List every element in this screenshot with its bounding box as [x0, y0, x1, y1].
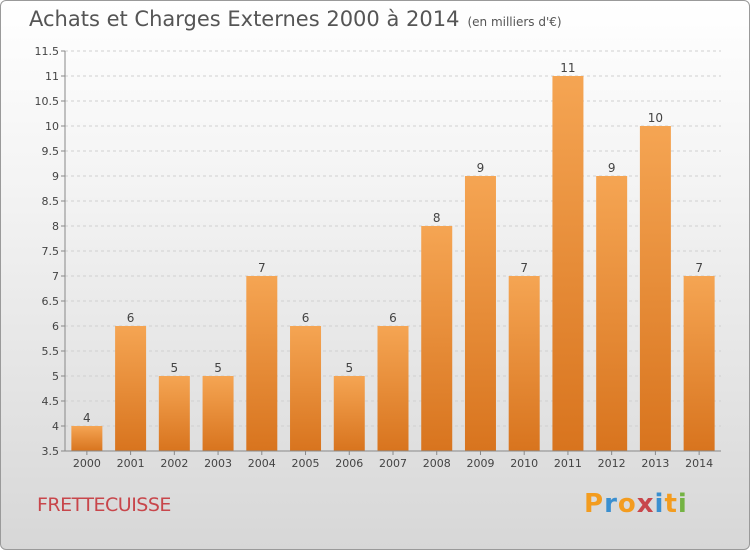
y-tick-label: 7: [52, 270, 59, 283]
bar: [246, 276, 278, 451]
brand-letter: x: [636, 489, 655, 519]
y-tick-label: 9: [52, 170, 59, 183]
data-label: 6: [302, 311, 310, 325]
y-tick-label: 9.5: [42, 145, 60, 158]
brand-letter: P: [584, 489, 605, 519]
data-label: 5: [171, 361, 179, 375]
data-label: 7: [520, 261, 528, 275]
data-label: 4: [83, 411, 91, 425]
x-tick-label: 2001: [117, 457, 145, 470]
brand-letter: i: [677, 489, 688, 519]
x-tick-label: 2010: [510, 457, 538, 470]
x-tick-label: 2000: [73, 457, 101, 470]
brand-logo: Proxiti: [584, 489, 688, 519]
data-label: 9: [608, 161, 616, 175]
data-label: 7: [258, 261, 266, 275]
data-label: 6: [127, 311, 135, 325]
y-tick-label: 6: [52, 320, 59, 333]
x-tick-label: 2007: [379, 457, 407, 470]
bar: [464, 176, 496, 451]
data-label: 11: [560, 61, 575, 75]
y-tick-label: 8.5: [42, 195, 60, 208]
x-tick-label: 2005: [292, 457, 320, 470]
x-tick-label: 2004: [248, 457, 276, 470]
bar: [158, 376, 190, 451]
data-label: 5: [345, 361, 353, 375]
chart-unit-note: (en milliers d'€): [467, 15, 562, 29]
x-tick-label: 2008: [423, 457, 451, 470]
data-label: 6: [389, 311, 397, 325]
data-label: 9: [477, 161, 485, 175]
data-label: 8: [433, 211, 441, 225]
bar: [552, 76, 584, 451]
y-tick-label: 4: [52, 420, 59, 433]
commune-name: FRETTECUISSE: [37, 494, 171, 516]
bar: [639, 126, 671, 451]
x-tick-label: 2013: [641, 457, 669, 470]
x-tick-label: 2012: [598, 457, 626, 470]
y-tick-label: 7.5: [42, 245, 60, 258]
x-tick-label: 2002: [160, 457, 188, 470]
y-tick-label: 4.5: [42, 395, 60, 408]
y-tick-label: 6.5: [42, 295, 60, 308]
y-tick-label: 11: [45, 70, 59, 83]
data-label: 7: [695, 261, 703, 275]
data-label: 5: [214, 361, 222, 375]
brand-letter: o: [617, 489, 637, 519]
chart-title: Achats et Charges Externes 2000 à 2014: [29, 7, 460, 31]
bar: [421, 226, 453, 451]
x-tick-label: 2006: [335, 457, 363, 470]
bar: [115, 326, 147, 451]
bar: [377, 326, 409, 451]
bar: [596, 176, 628, 451]
y-tick-label: 11.5: [35, 45, 60, 58]
y-tick-label: 8: [52, 220, 59, 233]
bar: [71, 426, 103, 451]
bar: [508, 276, 540, 451]
bar: [290, 326, 322, 451]
brand-letter: r: [604, 489, 618, 519]
brand-letter: t: [664, 489, 678, 519]
title-row: Achats et Charges Externes 2000 à 2014 (e…: [29, 7, 562, 31]
data-label: 10: [648, 111, 663, 125]
bar: [333, 376, 365, 451]
y-tick-label: 5: [52, 370, 59, 383]
x-tick-label: 2003: [204, 457, 232, 470]
x-tick-label: 2009: [466, 457, 494, 470]
brand-letter: i: [654, 489, 665, 519]
bar: [202, 376, 234, 451]
x-tick-label: 2014: [685, 457, 713, 470]
x-tick-label: 2011: [554, 457, 582, 470]
y-tick-label: 10: [45, 120, 59, 133]
y-tick-label: 3.5: [42, 445, 60, 458]
bar: [683, 276, 715, 451]
y-tick-label: 10.5: [35, 95, 60, 108]
y-tick-label: 5.5: [42, 345, 60, 358]
